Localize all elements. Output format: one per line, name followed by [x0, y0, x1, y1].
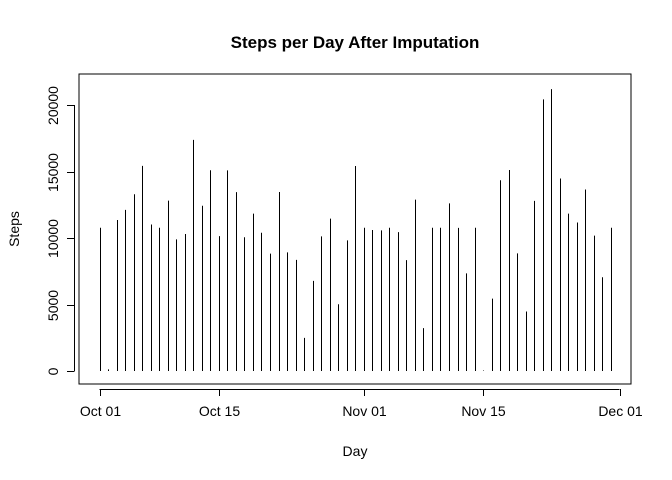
y-tick-label: 15000: [45, 153, 61, 192]
y-axis-label: Steps: [6, 211, 22, 247]
x-axis-label: Day: [343, 443, 368, 459]
x-axis: Oct 01 Oct 15 Nov 01 Nov 15 Dec 01: [80, 389, 643, 419]
chart-title: Steps per Day After Imputation: [231, 33, 480, 52]
x-tick-label: Dec 01: [598, 403, 643, 419]
x-tick-label: Oct 01: [80, 403, 121, 419]
x-tick-label: Nov 01: [342, 403, 387, 419]
y-tick-label: 20000: [45, 86, 61, 125]
x-tick-label: Oct 15: [199, 403, 240, 419]
bar-series: [100, 89, 612, 371]
y-axis: 0 5000 10000 15000 20000: [45, 86, 75, 375]
y-tick-label: 0: [45, 367, 61, 375]
y-tick-label: 10000: [45, 219, 61, 258]
y-tick-label: 5000: [45, 290, 61, 321]
plot-frame: [78, 73, 632, 385]
x-tick-label: Nov 15: [461, 403, 506, 419]
